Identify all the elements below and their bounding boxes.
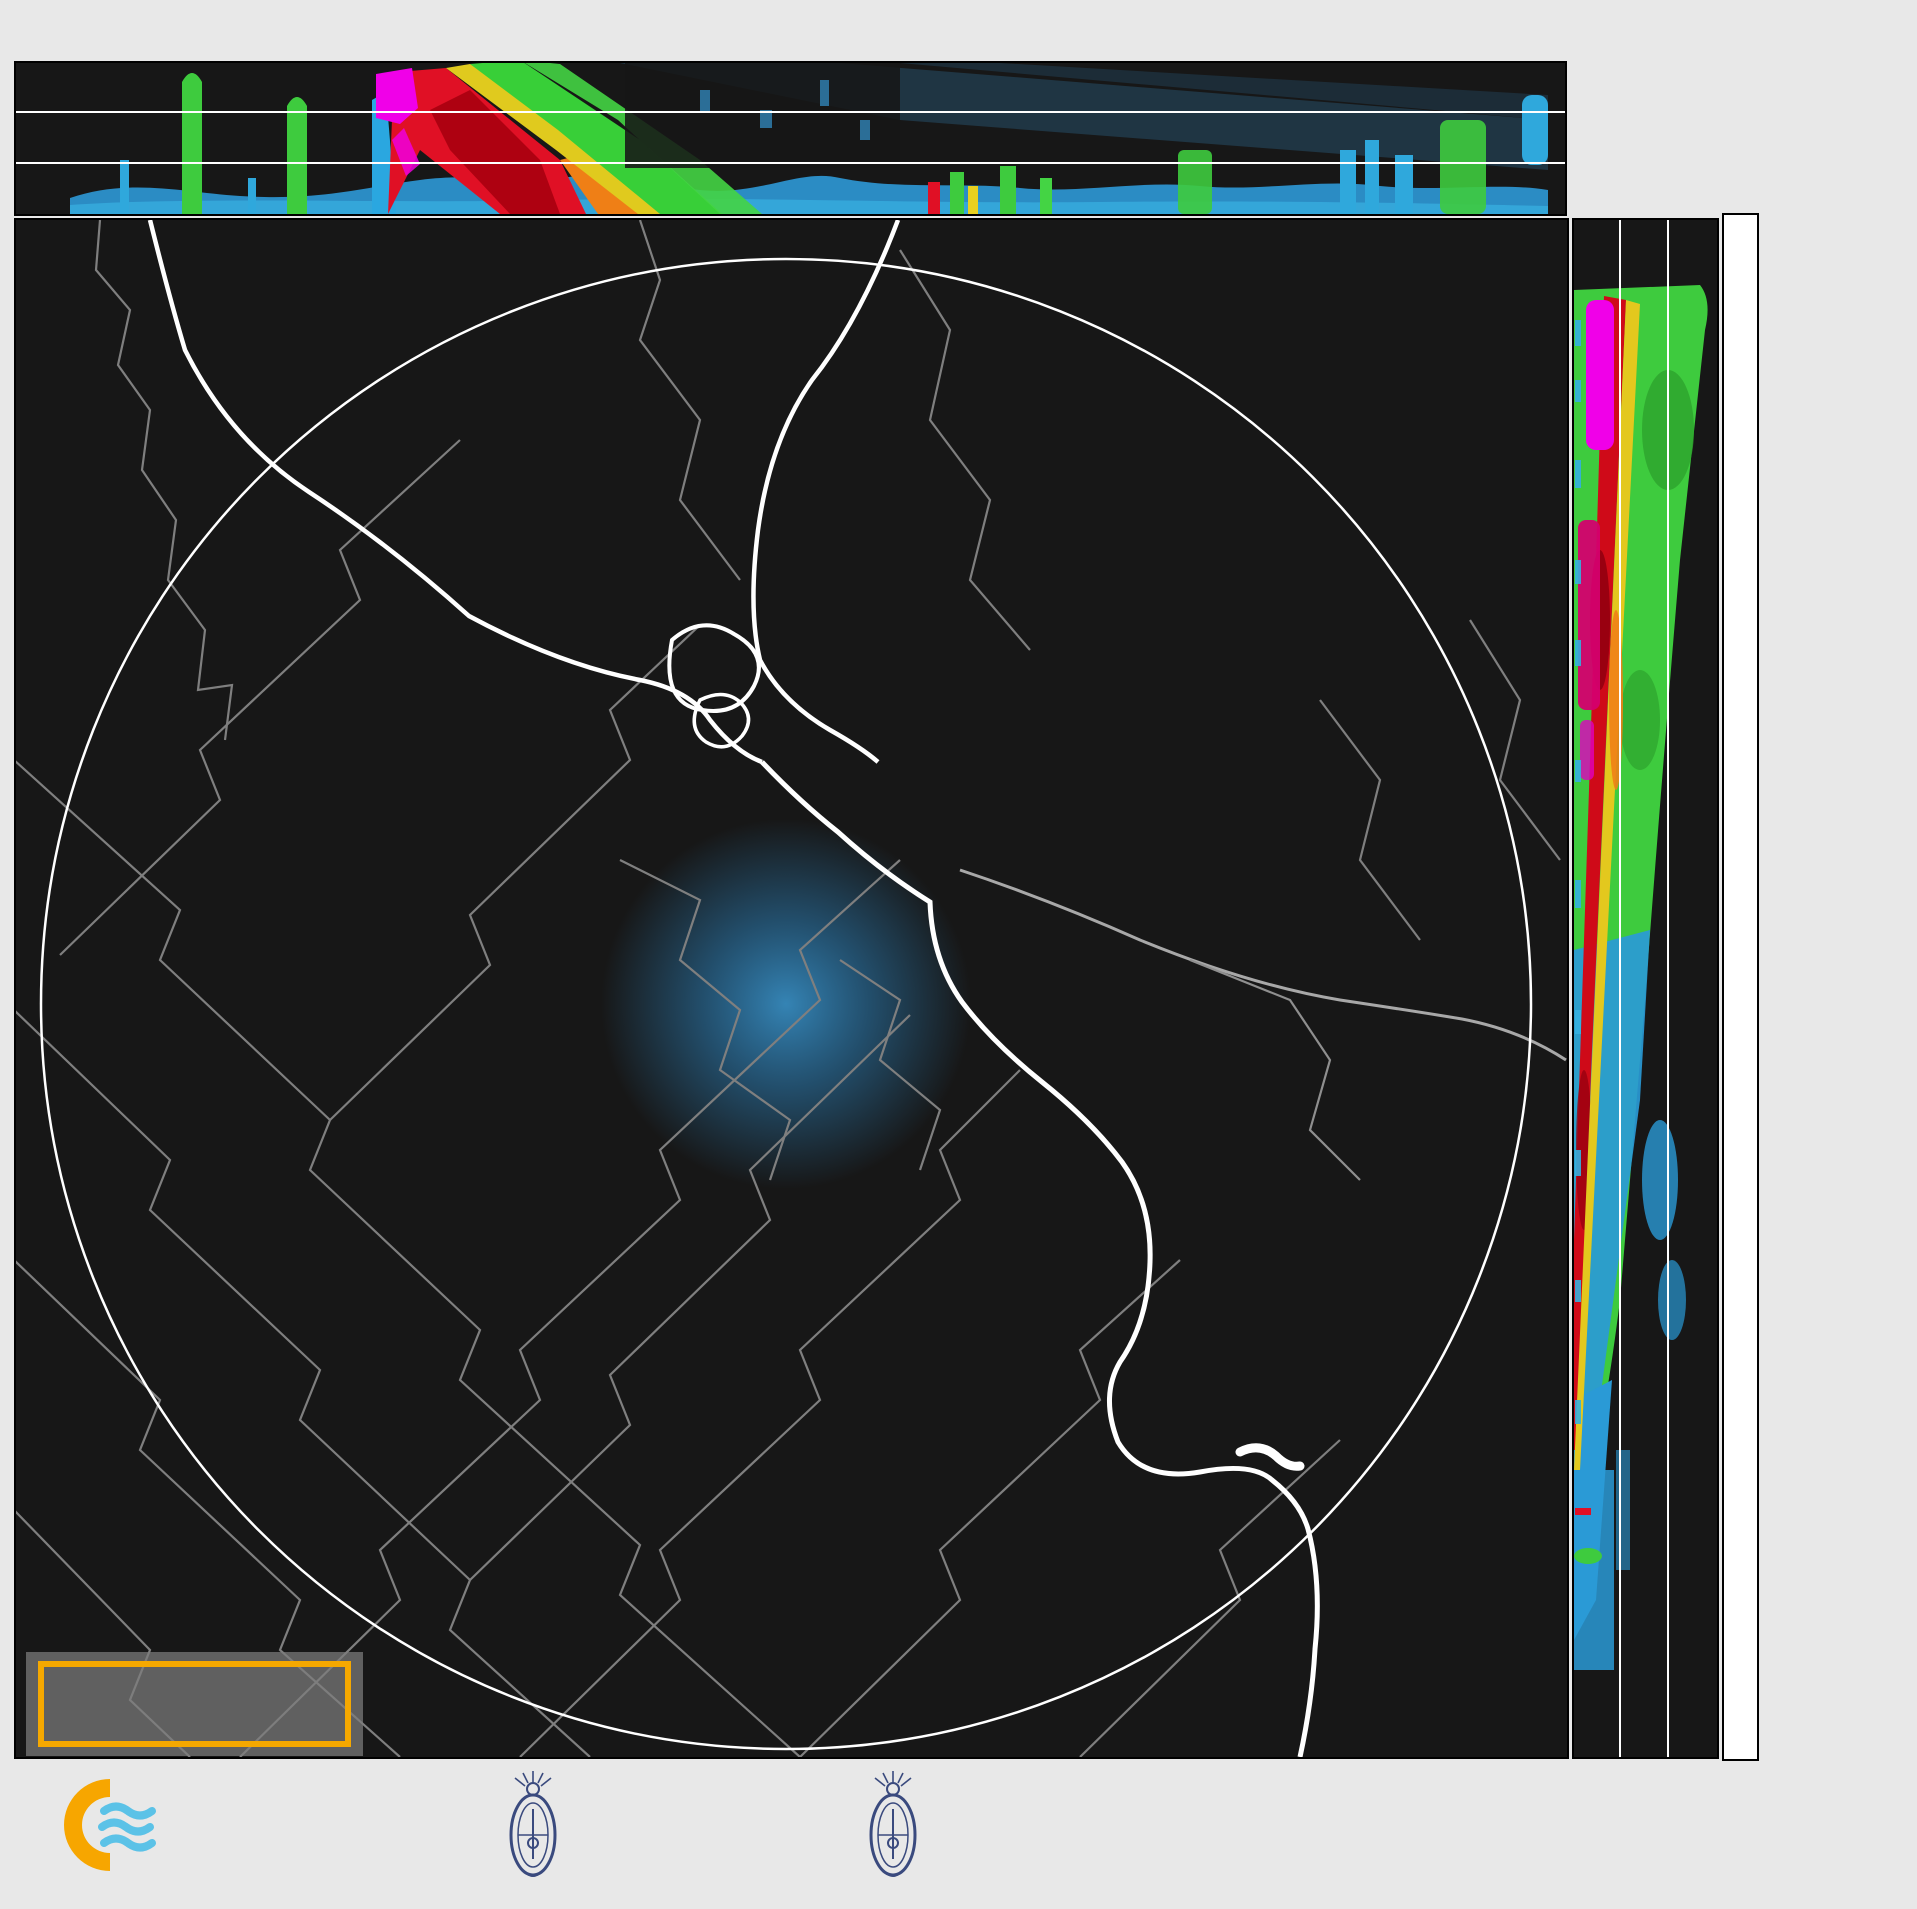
ground-clutter-halo — [601, 819, 971, 1189]
rivers-coastline — [147, 220, 1320, 1757]
dbz-colorbar-ticks — [1757, 213, 1917, 1761]
alert-overlay-box[interactable] — [26, 1652, 363, 1756]
low-level-red-echo — [1575, 1508, 1591, 1515]
range-circle-240km — [39, 257, 1533, 1751]
radar-map — [16, 220, 1567, 1757]
alert-overlay-border — [38, 1661, 351, 1747]
ew-cross-section-plot — [16, 63, 1565, 214]
smn-logo-icon — [64, 1779, 156, 1871]
economia-coat-of-arms-icon — [858, 1769, 928, 1893]
ew-cross-section-panel — [14, 61, 1567, 216]
ns-cross-section-panel — [1572, 218, 1719, 1759]
ns-cross-section-plot — [1574, 220, 1708, 1757]
footer-logos — [0, 1761, 1917, 1909]
low-level-green-echo — [1574, 1548, 1602, 1564]
defensa-coat-of-arms-icon — [498, 1769, 568, 1893]
radar-map-panel — [14, 218, 1569, 1759]
smn-logo — [60, 1773, 160, 1887]
dbz-colorbar — [1722, 213, 1759, 1761]
